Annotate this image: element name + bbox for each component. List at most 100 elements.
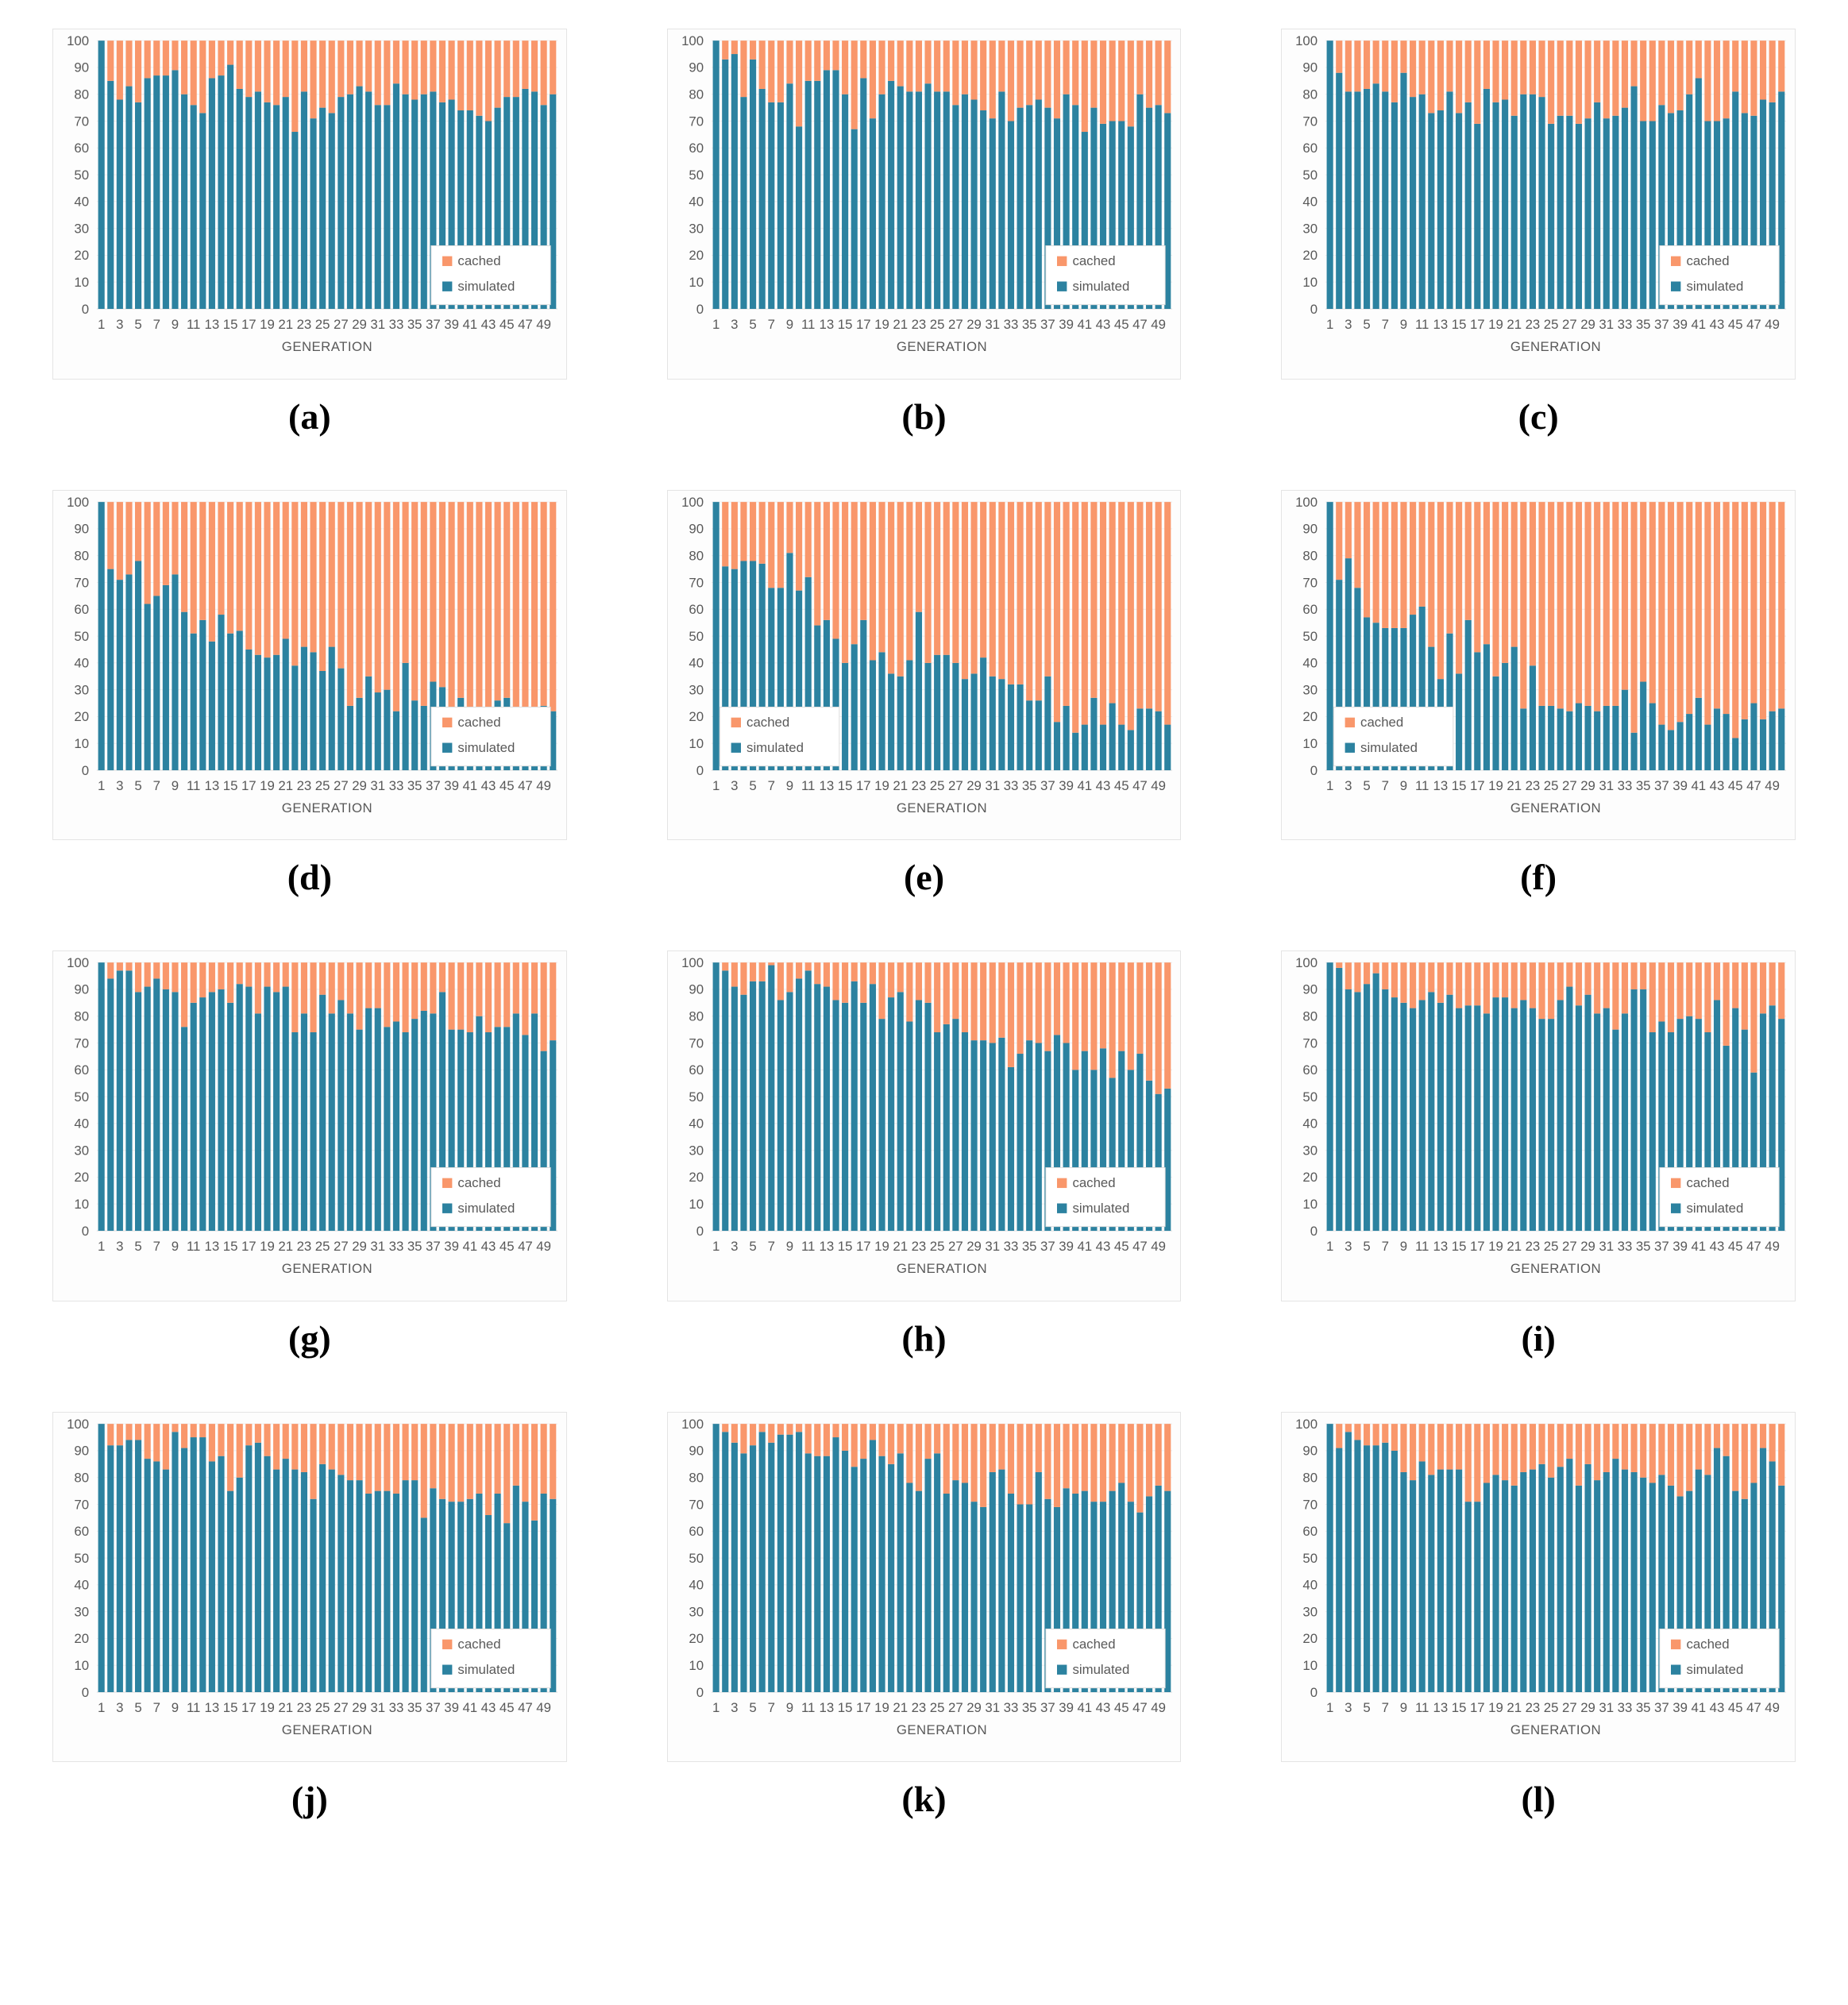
bar-cached bbox=[457, 962, 465, 1030]
bar-simulated bbox=[1714, 1448, 1721, 1692]
bar-simulated bbox=[1668, 113, 1675, 310]
y-tick-label: 20 bbox=[1303, 1170, 1318, 1185]
x-tick-label: 27 bbox=[948, 317, 963, 332]
x-tick-label: 39 bbox=[444, 1239, 459, 1254]
bar-cached bbox=[190, 962, 197, 1003]
bar-cached bbox=[915, 1423, 922, 1491]
bar-cached bbox=[1576, 40, 1583, 124]
bar-cached bbox=[503, 501, 511, 698]
bar-cached bbox=[997, 962, 1005, 1038]
bar-cached bbox=[374, 1423, 381, 1491]
bar-cached bbox=[869, 501, 876, 661]
bar-cached bbox=[116, 501, 123, 580]
bar-cached bbox=[264, 962, 271, 987]
x-tick-label: 9 bbox=[172, 777, 179, 792]
y-tick-label: 90 bbox=[689, 1443, 704, 1458]
bar-cached bbox=[1145, 1423, 1152, 1497]
bar-cached bbox=[758, 1423, 766, 1432]
bar-simulated bbox=[786, 83, 793, 310]
chart-panel-h: 0 10 20 30 40 50 60 70 80 90 100 1 3 5 7 9 11 13 15 17 19 21 2… bbox=[666, 950, 1182, 1386]
bar-cached bbox=[961, 40, 968, 94]
bar-simulated bbox=[1732, 1008, 1739, 1232]
x-tick-label: 43 bbox=[1095, 1239, 1110, 1254]
x-tick-label: 7 bbox=[1382, 1239, 1389, 1254]
bar-cached bbox=[859, 501, 867, 620]
y-tick-label: 70 bbox=[74, 575, 89, 590]
chart-box: 0 10 20 30 40 50 60 70 80 90 100 1 3 5 7 9 11 13 15 17 19 21 2… bbox=[666, 950, 1182, 1301]
bar-cached bbox=[1732, 1423, 1739, 1491]
bar-cached bbox=[989, 501, 996, 677]
bar-simulated bbox=[1127, 1070, 1134, 1232]
bar-cached bbox=[1382, 962, 1389, 990]
bar-cached bbox=[1428, 501, 1435, 647]
bar-cached bbox=[1063, 40, 1070, 94]
bar-simulated bbox=[1136, 94, 1144, 310]
bar-cached bbox=[420, 1423, 427, 1518]
bar-simulated bbox=[1382, 1442, 1389, 1692]
bar-cached bbox=[1071, 962, 1078, 1070]
x-tick-label: 15 bbox=[1452, 317, 1467, 332]
x-tick-label: 29 bbox=[966, 777, 982, 792]
bar-simulated bbox=[116, 970, 123, 1232]
y-tick-label: 90 bbox=[74, 1443, 89, 1458]
panel-label-e: (e) bbox=[903, 857, 945, 898]
bar-simulated bbox=[1778, 708, 1785, 770]
x-tick-label: 47 bbox=[1746, 317, 1761, 332]
x-tick-label: 31 bbox=[985, 1700, 1000, 1715]
y-tick-label: 40 bbox=[689, 195, 704, 210]
bar-simulated bbox=[749, 561, 756, 770]
bar-simulated bbox=[172, 992, 179, 1232]
x-axis-tick-labels: 1 3 5 7 9 11 13 15 17 19 21 23 25 27 29 31 33 35 37 39 41 43 4… bbox=[1326, 317, 1780, 332]
bar-simulated bbox=[392, 1021, 400, 1232]
bar-cached bbox=[786, 1423, 793, 1435]
bar-simulated bbox=[484, 1514, 492, 1692]
bar-cached bbox=[1372, 40, 1380, 84]
bar-cached bbox=[1410, 962, 1417, 1008]
bar-cached bbox=[1742, 1423, 1749, 1499]
bar-simulated bbox=[328, 646, 335, 770]
chart-panel-l: 0 10 20 30 40 50 60 70 80 90 100 1 3 5 7 9 11 13 15 17 19 21 2… bbox=[1281, 1411, 1796, 1848]
bar-cached bbox=[1017, 1423, 1024, 1505]
y-tick-label: 80 bbox=[689, 87, 704, 102]
bar-cached bbox=[1714, 962, 1721, 1001]
bar-cached bbox=[282, 1423, 289, 1459]
bar-cached bbox=[1696, 962, 1703, 1020]
bar-simulated bbox=[1081, 1051, 1088, 1232]
bar-simulated bbox=[823, 70, 830, 310]
bar-cached bbox=[1640, 1423, 1647, 1478]
bar-cached bbox=[740, 1423, 747, 1454]
bar-cached bbox=[961, 962, 968, 1033]
bar-cached bbox=[1760, 40, 1767, 100]
chart-panel-b: 0 10 20 30 40 50 60 70 80 90 100 1 3 5 7 9 11 13 15 17 19 21 2… bbox=[666, 29, 1182, 465]
bar-simulated bbox=[1109, 121, 1116, 310]
x-tick-label: 17 bbox=[1470, 317, 1485, 332]
bar-simulated bbox=[134, 102, 142, 310]
legend-label-cached: cached bbox=[457, 715, 500, 730]
bar-simulated bbox=[767, 965, 774, 1232]
y-tick-label: 30 bbox=[74, 1143, 89, 1159]
x-tick-label: 47 bbox=[518, 1239, 533, 1254]
x-axis-title: GENERATION bbox=[282, 1722, 372, 1737]
bar-cached bbox=[1492, 1423, 1499, 1475]
x-tick-label: 1 bbox=[1326, 777, 1333, 792]
x-tick-label: 25 bbox=[315, 1239, 330, 1254]
bar-cached bbox=[1612, 1423, 1619, 1459]
y-tick-label: 90 bbox=[689, 60, 704, 75]
bar-cached bbox=[153, 501, 160, 596]
bar-cached bbox=[813, 962, 821, 985]
x-tick-label: 33 bbox=[1618, 1700, 1633, 1715]
bar-simulated bbox=[466, 1032, 473, 1232]
bar-simulated bbox=[1035, 700, 1042, 770]
y-tick-label: 60 bbox=[689, 1062, 704, 1078]
bar-cached bbox=[328, 501, 335, 647]
x-tick-label: 41 bbox=[462, 1239, 477, 1254]
bar-simulated bbox=[1658, 724, 1665, 770]
bar-simulated bbox=[795, 1432, 802, 1692]
x-tick-label: 39 bbox=[1059, 777, 1074, 792]
bar-simulated bbox=[392, 711, 400, 770]
bar-cached bbox=[1354, 1423, 1361, 1440]
y-tick-label: 70 bbox=[1303, 114, 1318, 129]
y-tick-label: 60 bbox=[1303, 141, 1318, 156]
